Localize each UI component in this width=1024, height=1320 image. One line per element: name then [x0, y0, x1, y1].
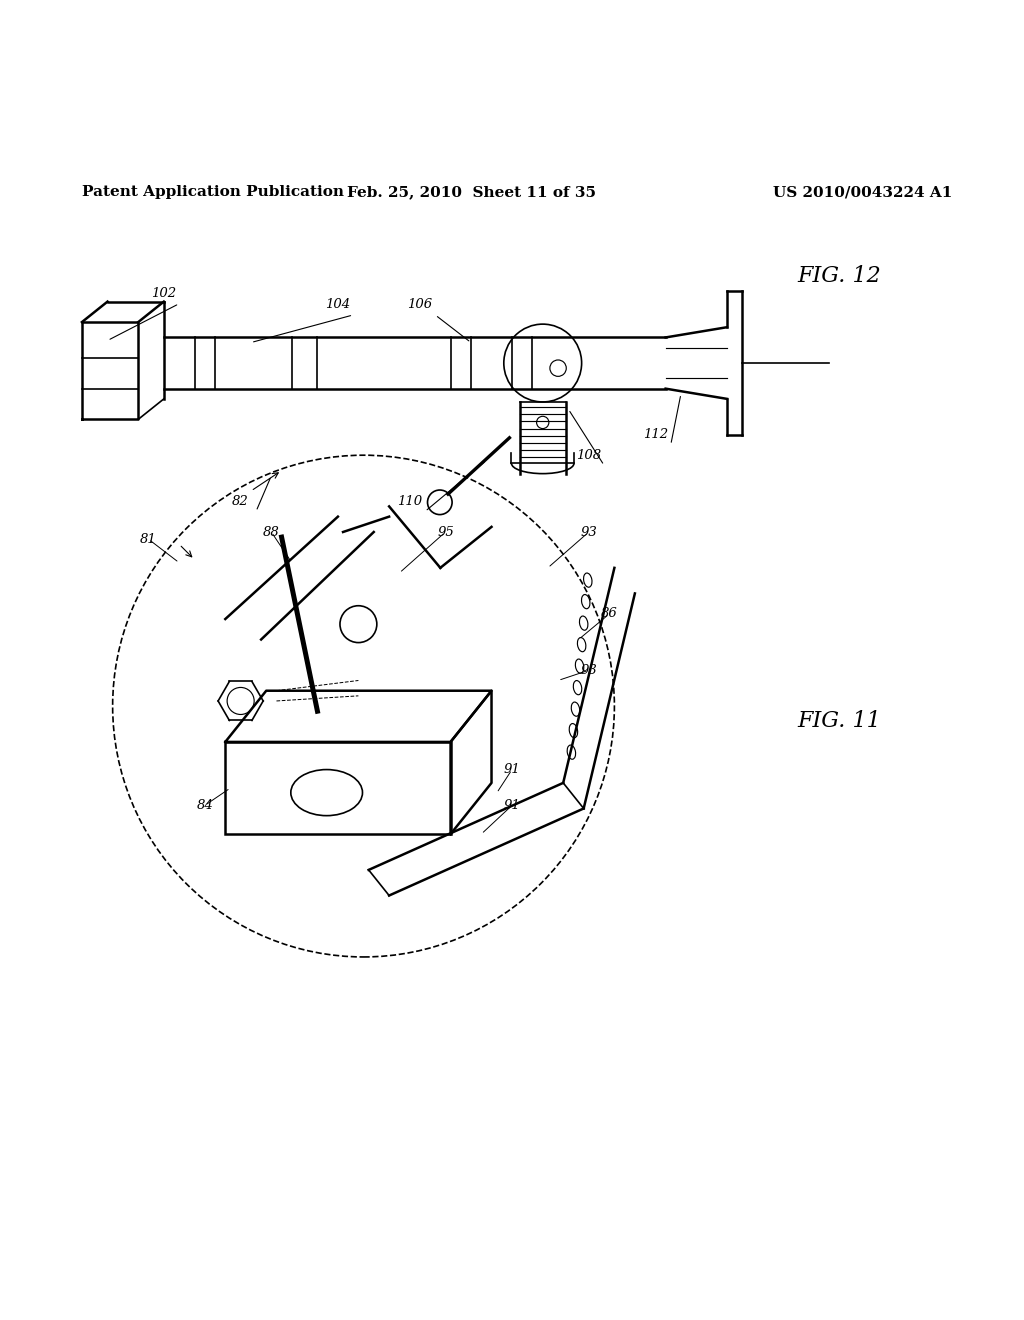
Text: Patent Application Publication: Patent Application Publication	[82, 185, 344, 199]
Text: 108: 108	[577, 449, 601, 462]
Text: 110: 110	[397, 495, 422, 508]
Text: 88: 88	[263, 525, 280, 539]
Text: 112: 112	[643, 428, 668, 441]
Text: 102: 102	[152, 286, 176, 300]
Text: FIG. 11: FIG. 11	[798, 710, 882, 733]
Text: 95: 95	[437, 525, 454, 539]
Text: 104: 104	[326, 298, 350, 312]
Text: 93: 93	[581, 664, 597, 677]
Text: 81: 81	[140, 533, 157, 545]
Text: FIG. 12: FIG. 12	[798, 265, 882, 286]
Text: Feb. 25, 2010  Sheet 11 of 35: Feb. 25, 2010 Sheet 11 of 35	[346, 185, 596, 199]
Text: 106: 106	[408, 298, 432, 312]
Text: 82: 82	[232, 495, 249, 508]
Text: 91: 91	[504, 799, 520, 812]
Text: 86: 86	[601, 607, 617, 620]
Text: 91: 91	[504, 763, 520, 776]
Text: 84: 84	[197, 799, 213, 812]
Text: 93: 93	[581, 525, 597, 539]
Text: US 2010/0043224 A1: US 2010/0043224 A1	[773, 185, 952, 199]
